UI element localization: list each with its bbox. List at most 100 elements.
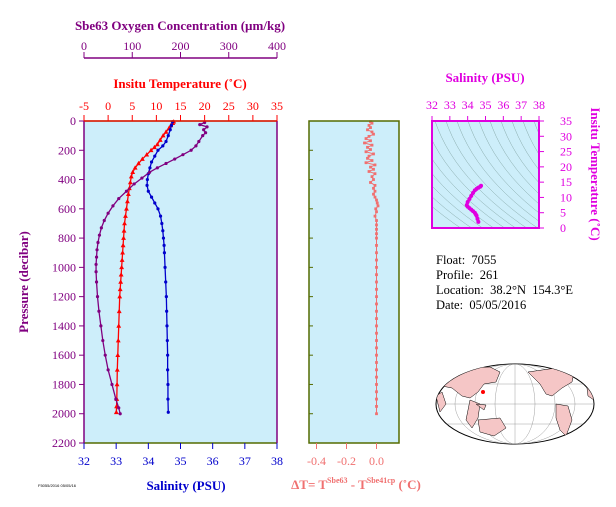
salinity-tick-label: 32 <box>78 454 90 468</box>
float-location-marker <box>481 390 485 394</box>
temperature-point <box>148 147 154 153</box>
oxygen-point <box>101 338 105 343</box>
temperature-tick-label: 30 <box>247 99 259 113</box>
ts-temperature-tick-label: 25 <box>560 145 572 159</box>
temperature-point <box>163 129 169 134</box>
temperature-point <box>119 257 125 262</box>
salinity-point <box>166 353 170 357</box>
oxygen-point <box>97 309 101 313</box>
delta-point <box>375 331 378 335</box>
temperature-point <box>132 165 138 170</box>
temperature-point <box>121 235 126 240</box>
oxygen-point <box>96 240 100 245</box>
oxygen-point <box>173 157 177 161</box>
temperature-point <box>120 242 126 248</box>
salinity-point <box>160 221 164 226</box>
delta-point <box>370 130 374 134</box>
ts-temperature-tick-label: 5 <box>560 206 566 220</box>
delta-point <box>375 383 378 386</box>
ts-temperature-tick-label: 35 <box>560 114 572 128</box>
delta-point <box>375 223 378 227</box>
delta-point <box>375 405 378 408</box>
temperature-tick-label: 15 <box>175 99 187 113</box>
salinity-point <box>166 410 170 414</box>
salinity-point <box>145 177 149 182</box>
oxygen-point <box>197 139 201 144</box>
pressure-tick-label: 2000 <box>52 407 76 421</box>
main-plot-area <box>84 121 277 443</box>
temperature-point <box>139 156 145 161</box>
salinity-point <box>162 251 167 255</box>
oxygen-point <box>114 397 118 401</box>
ts-salinity-tick-label: 34 <box>462 98 474 112</box>
salinity-tick-label: 36 <box>207 454 219 468</box>
delta-point <box>375 295 378 299</box>
temperature-point <box>118 279 124 284</box>
temperature-point <box>144 152 150 157</box>
oxygen-tick-label: 400 <box>268 39 286 53</box>
ts-point <box>475 216 480 221</box>
location: Location: 38.2°N 154.3°E <box>436 283 574 297</box>
salinity-line <box>146 121 174 413</box>
oxygen-point <box>164 161 168 166</box>
delta-point <box>369 139 372 143</box>
salinity-tick-label: 35 <box>175 454 187 468</box>
salinity-point <box>165 309 169 313</box>
oxygen-point <box>111 204 115 208</box>
delta-point <box>370 159 374 162</box>
temperature-point <box>125 191 131 196</box>
ts-point <box>476 219 481 224</box>
delta-point <box>372 167 375 171</box>
temperature-point <box>115 352 121 357</box>
delta-point <box>375 353 378 357</box>
oxygen-point <box>110 382 114 387</box>
delta-point <box>367 170 371 173</box>
temperature-tick-label: -5 <box>79 99 89 113</box>
temperature-point <box>117 286 123 292</box>
delta-point <box>375 251 378 255</box>
delta-point <box>375 339 378 342</box>
salinity-point <box>166 382 170 387</box>
delta-point <box>373 195 377 199</box>
temperature-point <box>152 144 157 150</box>
salinity-tick-label: 34 <box>142 454 154 468</box>
salinity-point <box>153 201 157 205</box>
oxygen-point <box>97 233 102 237</box>
delta-point <box>372 152 375 156</box>
delta-point <box>369 165 372 169</box>
delta-point <box>367 134 371 138</box>
pressure-tick-label: 1600 <box>52 348 76 362</box>
salinity-point <box>168 128 172 132</box>
float-info: Float: 7055 Profile: 261 Location: 38.2°… <box>436 253 573 313</box>
delta-point <box>375 210 378 214</box>
oxygen-point <box>194 144 198 148</box>
salinity-point <box>161 236 166 240</box>
density-contours <box>432 121 539 228</box>
salinity-point <box>158 214 163 218</box>
delta-tick-label: -0.2 <box>337 454 356 468</box>
pressure-tick-label: 1000 <box>52 260 76 274</box>
temperature-tick-label: 5 <box>129 99 135 113</box>
salinity-point <box>153 154 157 158</box>
ts-point <box>464 203 469 208</box>
delta-point <box>366 128 369 132</box>
salinity-tick-label: 33 <box>110 454 122 468</box>
delta-point <box>366 145 369 149</box>
delta-point <box>375 219 378 222</box>
delta-point <box>375 368 378 372</box>
oxygen-point <box>181 153 185 157</box>
temperature-point <box>123 213 128 218</box>
temperature-point <box>118 272 124 277</box>
pressure-tick-label: 200 <box>58 143 76 157</box>
temperature-point <box>117 294 123 299</box>
salinity-point <box>145 183 149 187</box>
delta-point <box>375 390 378 394</box>
delta-point <box>375 324 378 328</box>
ts-temperature-title: Insitu Temperature (˚C) <box>588 107 603 240</box>
delta-point <box>372 178 375 181</box>
salinity-point <box>166 368 170 372</box>
oxygen-point <box>117 406 121 410</box>
pressure-tick-label: 800 <box>58 231 76 245</box>
oxygen-point <box>203 131 208 135</box>
